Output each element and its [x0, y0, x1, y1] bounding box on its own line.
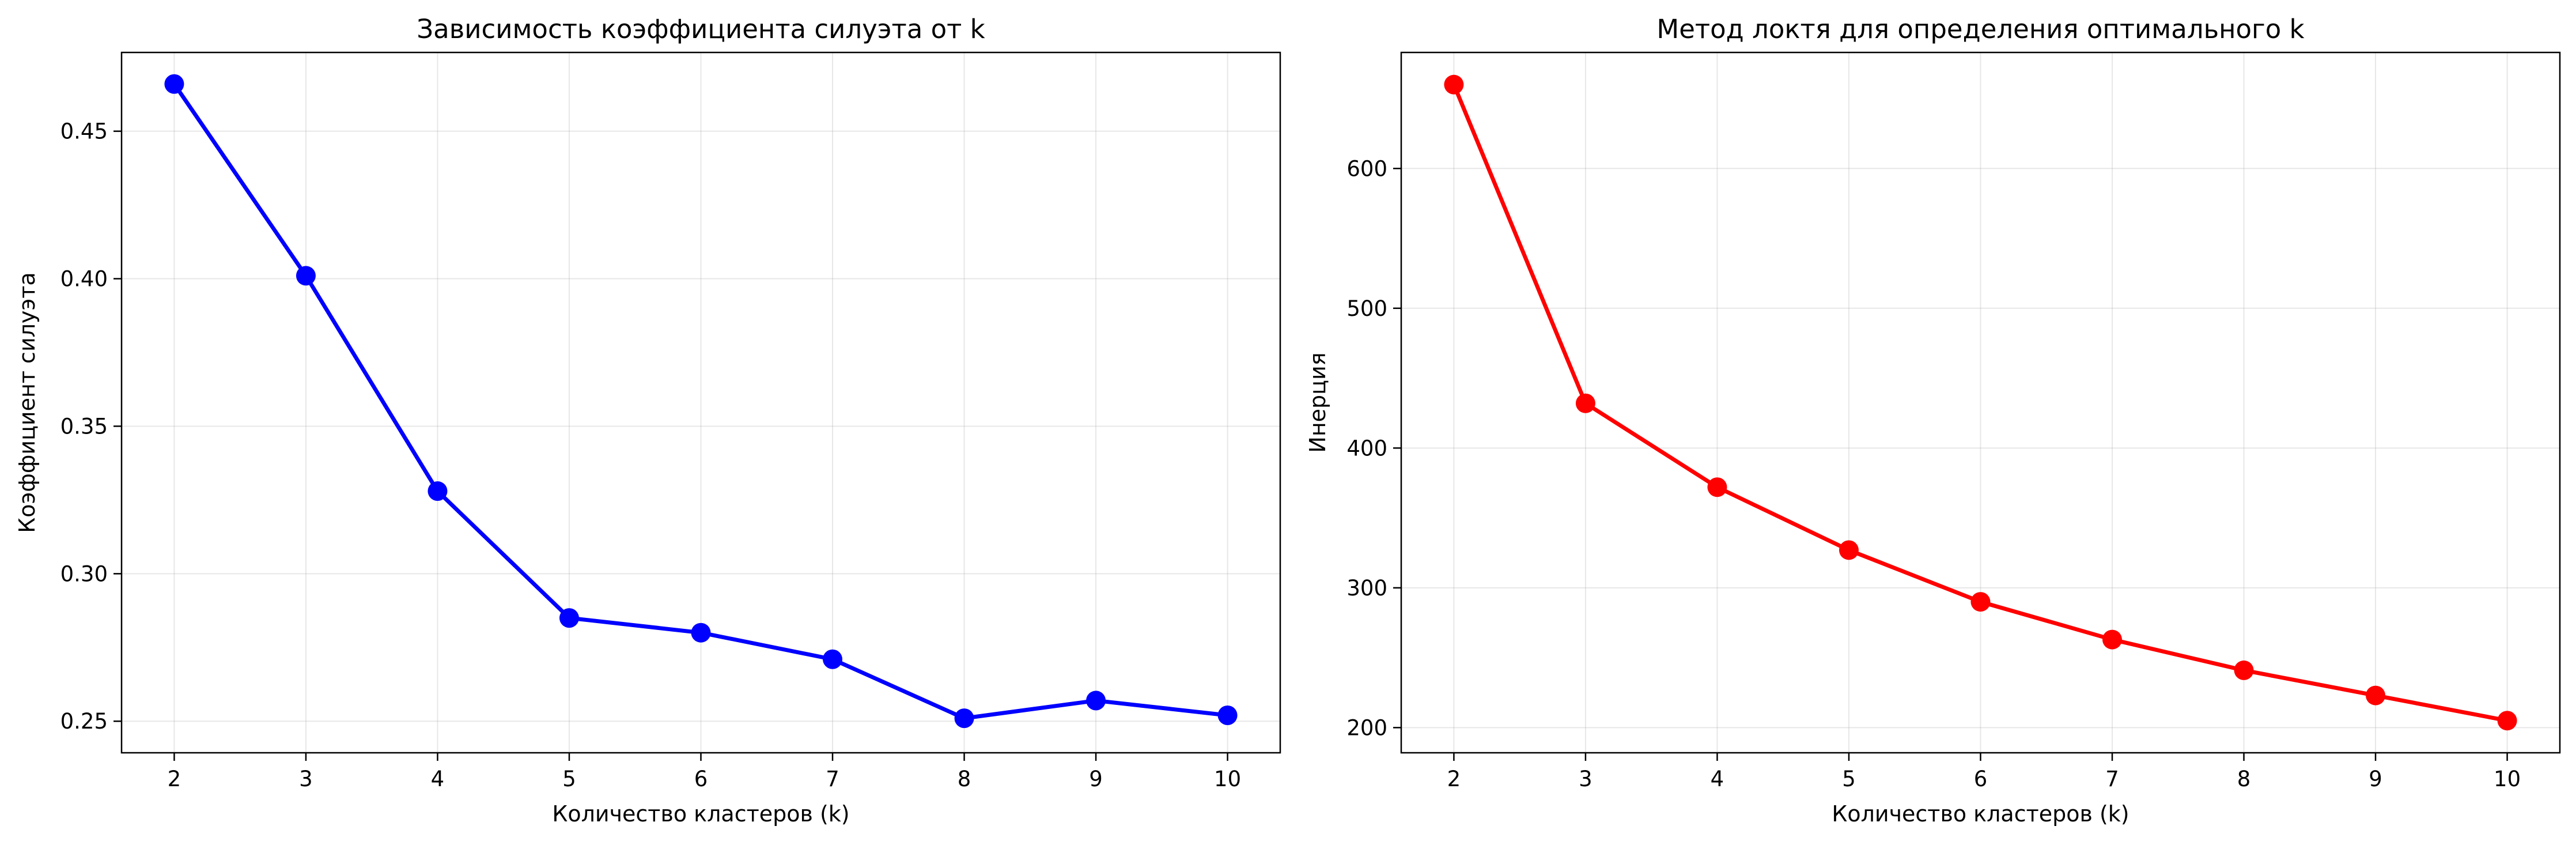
data-point: [1444, 74, 1464, 95]
data-point: [2234, 660, 2254, 680]
x-tick-label: 2: [168, 767, 181, 791]
x-tick-label: 5: [1842, 767, 1856, 791]
data-point: [823, 649, 843, 669]
data-point: [1575, 393, 1595, 413]
y-tick-label: 0.35: [60, 414, 108, 439]
x-tick-label: 5: [562, 767, 576, 791]
x-axis-label: Количество кластеров (k): [552, 801, 849, 827]
x-tick-label: 8: [958, 767, 971, 791]
x-tick-label: 4: [1711, 767, 1724, 791]
y-axis-label: Коэффициент силуэта: [14, 272, 40, 533]
x-tick-label: 6: [1974, 767, 1988, 791]
x-tick-label: 3: [299, 767, 313, 791]
y-tick-label: 200: [1346, 715, 1387, 740]
elbow-chart: 2 3 4 5 6 7 8 9 10 200 300 400 500 600 Метод локтя дл…: [1305, 14, 2561, 827]
x-tick-label: 7: [2105, 767, 2119, 791]
data-point: [2102, 629, 2123, 650]
x-tick-label: 4: [431, 767, 445, 791]
y-tick-label: 0.30: [60, 561, 108, 586]
data-point: [1970, 592, 1991, 612]
data-point: [1086, 691, 1106, 711]
silhouette-chart: 2 3 4 5 6 7 8 9 10 0.25 0.30 0.35 0.40 0.45 Зависимос…: [14, 14, 1281, 827]
x-tick-label: 8: [2237, 767, 2251, 791]
x-tick-label: 3: [1579, 767, 1592, 791]
y-tick-label: 0.45: [60, 119, 108, 144]
axes-frame: [120, 51, 1281, 754]
y-tick-label: 400: [1346, 436, 1387, 461]
chart-title: Метод локтя для определения оптимального…: [1656, 14, 2304, 44]
x-axis-label: Количество кластеров (k): [1832, 801, 2129, 827]
data-point: [2497, 711, 2517, 731]
x-tick-label: 7: [826, 767, 839, 791]
data-point: [559, 608, 579, 628]
data-point: [1707, 477, 1727, 497]
y-tick-label: 0.25: [60, 709, 108, 734]
y-tick-label: 500: [1346, 296, 1387, 321]
y-tick-label: 600: [1346, 156, 1387, 181]
axes-frame: [1400, 51, 2561, 754]
data-point: [954, 708, 974, 729]
data-point: [428, 481, 448, 501]
plot-area: 2 3 4 5 6 7 8 9 10 0.25 0.30 0.35 0.40 0.45: [60, 51, 1281, 791]
data-point: [691, 623, 711, 643]
data-point: [296, 266, 316, 286]
y-axis-label: Инерция: [1305, 352, 1330, 452]
x-tick-label: 9: [1089, 767, 1103, 791]
plot-area: 2 3 4 5 6 7 8 9 10 200 300 400 500 600: [1346, 51, 2561, 791]
x-tick-label: 6: [694, 767, 708, 791]
x-tick-label: 10: [1214, 767, 1241, 791]
data-point: [1839, 540, 1859, 560]
x-tick-label: 10: [2494, 767, 2521, 791]
data-point: [1217, 706, 1238, 726]
data-point: [164, 74, 184, 94]
x-tick-label: 9: [2369, 767, 2382, 791]
data-point: [2366, 685, 2386, 706]
chart-title: Зависимость коэффициента силуэта от k: [417, 14, 985, 44]
y-tick-label: 300: [1346, 576, 1387, 601]
y-tick-label: 0.40: [60, 267, 108, 292]
x-tick-label: 2: [1447, 767, 1461, 791]
